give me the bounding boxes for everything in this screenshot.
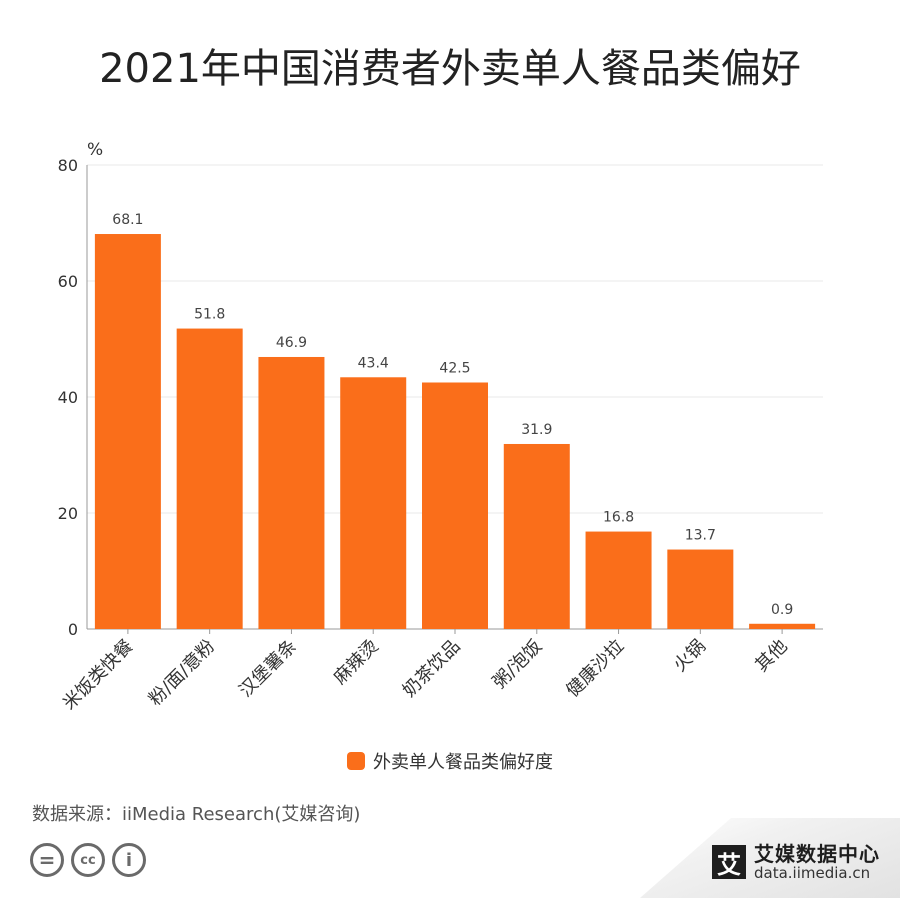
bar-value-label: 16.8 <box>603 510 634 526</box>
source-note: 数据来源：iiMedia Research(艾媒咨询) <box>32 804 361 825</box>
legend[interactable]: 外卖单人餐品类偏好度 <box>0 748 900 774</box>
x-tick-label: 健康沙拉 <box>562 636 628 702</box>
x-tick-label: 奶茶饮品 <box>399 636 465 702</box>
bar <box>749 623 816 629</box>
bar-value-label: 51.8 <box>194 307 225 323</box>
x-tick-label: 粥/泡饭 <box>489 636 546 693</box>
brand-url: data.iimedia.cn <box>754 864 871 882</box>
bar-value-label: 0.9 <box>771 602 793 618</box>
y-tick-label: 20 <box>58 504 78 523</box>
person-icon: i <box>112 843 146 877</box>
bar-value-label: 43.4 <box>358 355 389 371</box>
y-tick-label: 40 <box>58 388 78 407</box>
y-tick-label: 60 <box>58 272 78 291</box>
legend-swatch <box>347 752 365 770</box>
chart-title: 2021年中国消费者外卖单人餐品类偏好 <box>99 46 801 92</box>
bar <box>94 234 161 629</box>
bar <box>422 382 488 629</box>
x-tick-label: 其他 <box>751 636 791 676</box>
x-tick-label: 火锅 <box>670 636 710 676</box>
y-tick-label: 0 <box>68 620 78 639</box>
bar-value-label: 68.1 <box>112 212 143 228</box>
bar-value-label: 42.5 <box>439 361 470 377</box>
bar-chart: 0 20 40 60 80% 68.1 米饭类快餐 51.8 粉/面/意粉 46.9 汉堡薯条 43.… <box>58 140 823 714</box>
equals-icon: = <box>30 843 64 877</box>
bar-value-label: 46.9 <box>276 335 307 351</box>
brand-mark-icon: 艾 <box>712 845 746 880</box>
x-tick-label: 麻辣烫 <box>330 636 383 689</box>
bar <box>503 443 570 629</box>
license-icons: = cc i <box>30 843 146 877</box>
y-axis-unit: % <box>87 140 103 160</box>
brand-name: 艾媒数据中心 <box>754 842 880 866</box>
bar <box>340 377 407 629</box>
bar <box>667 549 734 629</box>
legend-label: 外卖单人餐品类偏好度 <box>373 752 553 773</box>
y-tick-label: 80 <box>58 156 78 175</box>
x-tick-label: 汉堡薯条 <box>235 636 301 702</box>
bar-value-label: 31.9 <box>521 422 552 438</box>
x-tick-label: 粉/面/意粉 <box>145 636 219 710</box>
bar <box>585 531 652 629</box>
x-tick-label: 米饭类快餐 <box>59 636 137 714</box>
bar <box>176 328 243 629</box>
bar <box>258 356 325 629</box>
cc-icon: cc <box>71 843 105 877</box>
bar-value-label: 13.7 <box>685 528 716 544</box>
brand-logo: 艾 艾媒数据中心 data.iimedia.cn <box>712 843 880 882</box>
